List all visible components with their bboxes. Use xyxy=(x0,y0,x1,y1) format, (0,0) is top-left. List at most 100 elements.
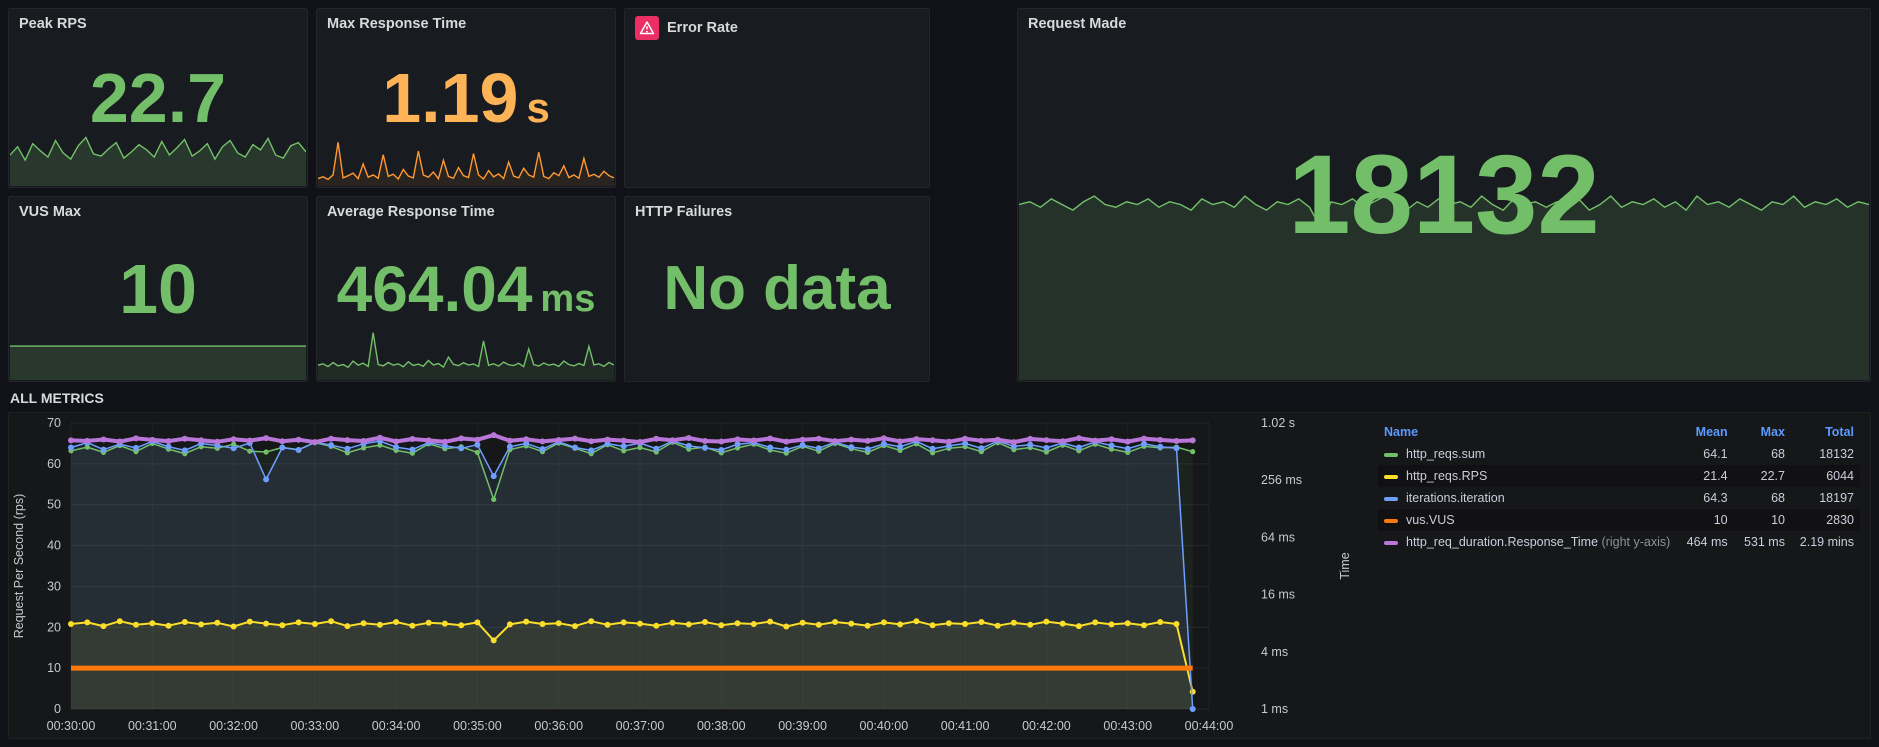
stat-panel-grid: Peak RPS 22.7 Max Response Time 1.19 s xyxy=(8,8,1871,382)
svg-text:50: 50 xyxy=(47,498,61,512)
panel-average-response-time: Average Response Time 464.04 ms xyxy=(316,196,616,382)
legend-row[interactable]: vus.VUS 10 10 2830 xyxy=(1378,509,1860,531)
svg-text:256 ms: 256 ms xyxy=(1261,473,1302,487)
max-response-time-unit: s xyxy=(526,84,550,131)
legend-table-body: http_reqs.sum 64.1 68 18132 http_reqs.RPS 21.… xyxy=(1378,443,1860,553)
svg-text:00:42:00: 00:42:00 xyxy=(1022,719,1071,733)
svg-text:00:35:00: 00:35:00 xyxy=(453,719,502,733)
legend-row[interactable]: http_req_duration.Response_Time (right y… xyxy=(1378,531,1860,553)
legend-mean: 64.3 xyxy=(1703,491,1728,505)
legend-mean: 64.1 xyxy=(1703,447,1728,461)
svg-text:0: 0 xyxy=(54,702,61,716)
legend-series-name: iterations.iteration xyxy=(1378,487,1676,509)
legend-max: 68 xyxy=(1771,447,1785,461)
stat-wrap: 464.04 ms xyxy=(317,197,615,381)
panel-header: Max Response Time xyxy=(317,9,615,39)
legend-series-name: http_reqs.sum xyxy=(1378,443,1676,465)
legend-series-name: vus.VUS xyxy=(1378,509,1676,531)
legend-total: 18132 xyxy=(1819,447,1854,461)
panel-title-vus-max[interactable]: VUS Max xyxy=(19,204,82,220)
alert-warning-icon[interactable] xyxy=(635,16,659,40)
svg-text:30: 30 xyxy=(47,579,61,593)
svg-text:00:36:00: 00:36:00 xyxy=(534,719,583,733)
legend-col-max[interactable]: Max xyxy=(1760,425,1785,439)
series-color-icon xyxy=(1384,474,1398,479)
row-header-all-metrics[interactable]: ALL METRICS xyxy=(10,390,104,406)
legend-total: 6044 xyxy=(1826,469,1854,483)
legend-col-total[interactable]: Total xyxy=(1825,425,1854,439)
legend-series-name: http_req_duration.Response_Time (right y… xyxy=(1378,531,1676,553)
panel-vus-max: VUS Max 10 xyxy=(8,196,308,382)
panel-max-response-time: Max Response Time 1.19 s xyxy=(316,8,616,188)
svg-text:40: 40 xyxy=(47,539,61,553)
peak-rps-value: 22.7 xyxy=(89,59,227,137)
svg-text:00:37:00: 00:37:00 xyxy=(616,719,665,733)
series-color-icon xyxy=(1384,496,1398,501)
stat-wrap: No data xyxy=(625,197,929,381)
panel-title-average-response-time[interactable]: Average Response Time xyxy=(327,204,495,220)
all-metrics-timeseries-chart[interactable]: 0 10 20 30 40 50 60 70 00:30:00 00:31:00 00:32:00 0… xyxy=(9,413,1364,735)
max-response-time-sparkline xyxy=(318,140,614,186)
panel-header: Request Made xyxy=(1018,9,1870,39)
svg-text:1 ms: 1 ms xyxy=(1261,702,1288,716)
svg-text:64 ms: 64 ms xyxy=(1261,530,1295,544)
svg-text:00:41:00: 00:41:00 xyxy=(941,719,990,733)
panel-title-request-made[interactable]: Request Made xyxy=(1028,16,1127,32)
svg-text:00:31:00: 00:31:00 xyxy=(128,719,177,733)
average-response-time-value: 464.04 xyxy=(336,253,533,325)
legend-series-name: http_reqs.RPS xyxy=(1378,465,1676,487)
svg-text:00:44:00: 00:44:00 xyxy=(1185,719,1234,733)
vus-max-sparkline xyxy=(10,344,306,380)
legend-max: 531 ms xyxy=(1743,535,1785,549)
panel-peak-rps: Peak RPS 22.7 xyxy=(8,8,308,188)
svg-text:00:32:00: 00:32:00 xyxy=(209,719,258,733)
series-color-icon xyxy=(1384,518,1398,523)
panel-header: Error Rate xyxy=(625,9,929,47)
svg-text:20: 20 xyxy=(47,620,61,634)
stat-wrap: 1.19 s xyxy=(317,9,615,187)
max-response-time-value: 1.19 xyxy=(382,59,519,137)
svg-text:Time: Time xyxy=(1338,552,1352,579)
svg-text:00:40:00: 00:40:00 xyxy=(860,719,909,733)
svg-text:60: 60 xyxy=(47,457,61,471)
panel-title-peak-rps[interactable]: Peak RPS xyxy=(19,16,87,32)
legend-total: 2.19 mins xyxy=(1799,535,1854,549)
legend-mean: 10 xyxy=(1713,513,1728,527)
panel-title-max-response-time[interactable]: Max Response Time xyxy=(327,16,467,32)
peak-rps-sparkline xyxy=(10,124,306,186)
panel-header: HTTP Failures xyxy=(625,197,929,227)
panel-header: Average Response Time xyxy=(317,197,615,227)
svg-text:00:30:00: 00:30:00 xyxy=(47,719,96,733)
stat-wrap: 10 xyxy=(9,197,307,381)
legend-total: 2830 xyxy=(1826,513,1854,527)
stat-wrap: 22.7 xyxy=(9,9,307,187)
panel-title-http-failures[interactable]: HTTP Failures xyxy=(635,204,733,220)
legend-col-name[interactable]: Name xyxy=(1384,425,1419,439)
legend-header-row: Name Mean Max Total xyxy=(1378,421,1860,443)
request-made-sparkline xyxy=(1019,185,1869,380)
panel-request-made: Request Made 18132 xyxy=(1017,8,1871,382)
legend-max: 22.7 xyxy=(1760,469,1785,483)
legend-table: Name Mean Max Total http_reqs.sum 64.1 68 1… xyxy=(1378,421,1860,553)
legend-max: 10 xyxy=(1771,513,1785,527)
all-metrics-panel: 0 10 20 30 40 50 60 70 00:30:00 00:31:00 00:32:00 0… xyxy=(8,412,1871,739)
legend-row[interactable]: http_reqs.sum 64.1 68 18132 xyxy=(1378,443,1860,465)
average-response-time-sparkline xyxy=(318,322,614,380)
svg-text:10: 10 xyxy=(47,661,61,675)
legend: Name Mean Max Total http_reqs.sum 64.1 68 1… xyxy=(1364,413,1870,738)
stat-wrap: 18132 xyxy=(1018,9,1870,381)
legend-mean: 464 ms xyxy=(1686,535,1728,549)
all-metrics-section: ALL METRICS 0 10 20 30 40 50 60 70 00:30:00 00:31… xyxy=(8,388,1871,739)
legend-total: 18197 xyxy=(1819,491,1854,505)
legend-col-mean[interactable]: Mean xyxy=(1695,425,1728,439)
request-made-value: 18132 xyxy=(1288,132,1600,257)
legend-row[interactable]: http_reqs.RPS 21.4 22.7 6044 xyxy=(1378,465,1860,487)
svg-text:4 ms: 4 ms xyxy=(1261,645,1288,659)
legend-row[interactable]: iterations.iteration 64.3 68 18197 xyxy=(1378,487,1860,509)
panel-title-error-rate[interactable]: Error Rate xyxy=(667,20,738,36)
legend-mean: 21.4 xyxy=(1703,469,1728,483)
legend-axis-note: (right y-axis) xyxy=(1601,535,1671,549)
panel-http-failures: HTTP Failures No data xyxy=(624,196,930,382)
legend-max: 68 xyxy=(1771,491,1785,505)
